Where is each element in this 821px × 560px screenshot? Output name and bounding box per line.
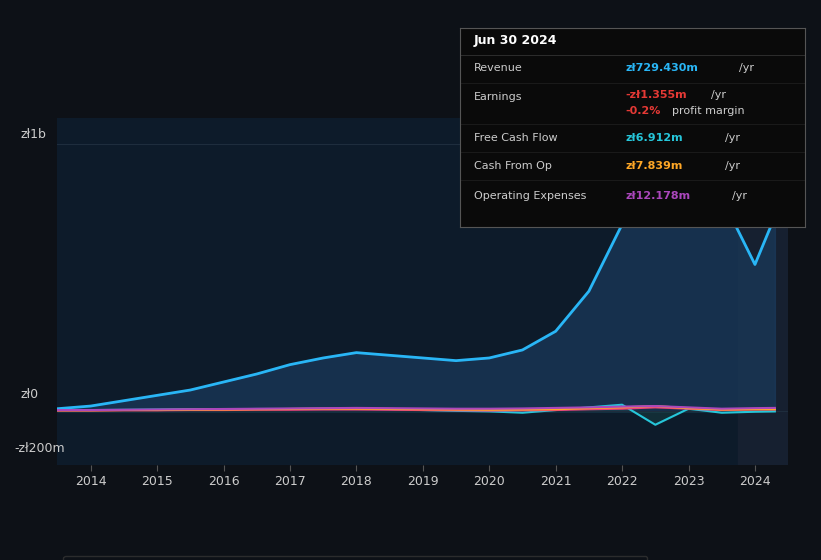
Text: zł1b: zł1b [21, 128, 47, 141]
Text: Operating Expenses: Operating Expenses [474, 191, 586, 201]
Text: zł6.912m: zł6.912m [626, 133, 683, 143]
Text: -0.2%: -0.2% [626, 105, 661, 115]
Text: Free Cash Flow: Free Cash Flow [474, 133, 557, 143]
Text: Revenue: Revenue [474, 63, 522, 73]
Text: Earnings: Earnings [474, 92, 522, 101]
Text: zł7.839m: zł7.839m [626, 161, 682, 171]
Text: zł12.178m: zł12.178m [626, 191, 690, 201]
Text: Cash From Op: Cash From Op [474, 161, 552, 171]
Legend: Revenue, Earnings, Free Cash Flow, Cash From Op, Operating Expenses: Revenue, Earnings, Free Cash Flow, Cash … [63, 556, 648, 560]
Text: /yr: /yr [739, 63, 754, 73]
Text: /yr: /yr [725, 133, 741, 143]
Text: zł0: zł0 [21, 388, 39, 402]
Text: profit margin: profit margin [672, 105, 745, 115]
Bar [738, 118, 788, 465]
Text: -zł1.355m: -zł1.355m [626, 90, 687, 100]
Text: -zł200m: -zł200m [15, 441, 66, 455]
Text: /yr: /yr [712, 90, 727, 100]
Text: zł729.430m: zł729.430m [626, 63, 698, 73]
Text: /yr: /yr [732, 191, 747, 201]
Text: Jun 30 2024: Jun 30 2024 [474, 34, 557, 48]
Text: /yr: /yr [725, 161, 741, 171]
